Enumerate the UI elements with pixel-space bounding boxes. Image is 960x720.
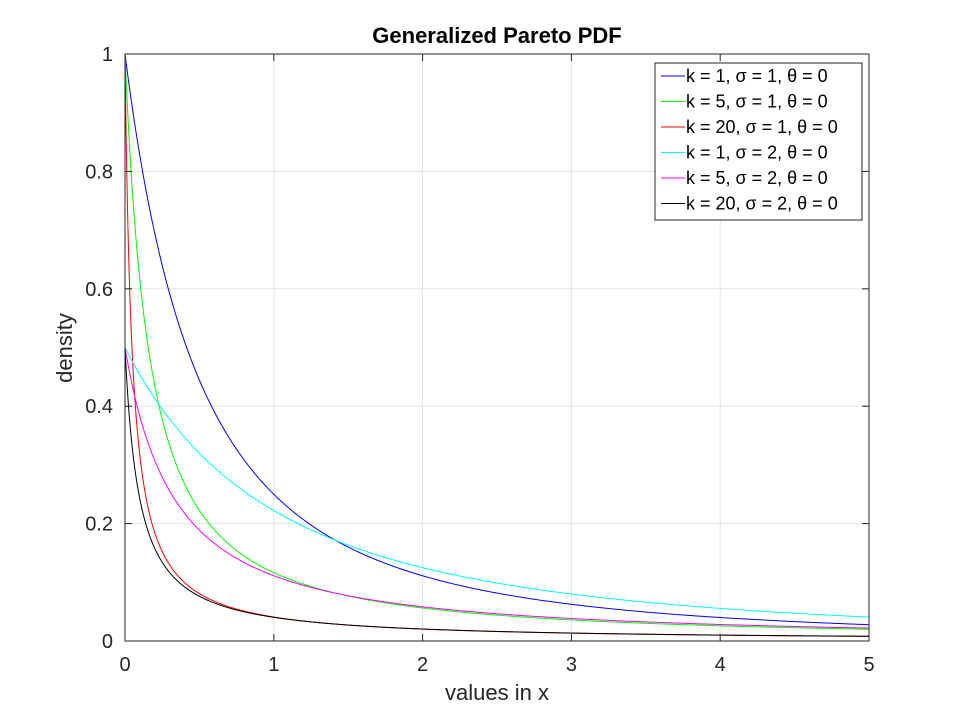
series-line-1	[125, 54, 869, 626]
legend-label: k = 5, σ = 1, θ = 0	[686, 92, 828, 112]
legend-label: k = 1, σ = 1, θ = 0	[686, 66, 828, 86]
ticks: 0 1 2 3 4 5 0 0.2 0.4 0.6 0.8 1	[85, 44, 874, 676]
x-axis-title: values in x	[445, 680, 549, 705]
x-tick-label: 3	[566, 654, 577, 676]
x-tick-label: 1	[268, 654, 279, 676]
y-tick-label: 0.2	[85, 514, 113, 536]
chart-title: Generalized Pareto PDF	[372, 23, 621, 48]
plot-area-frame	[124, 53, 870, 642]
legend: k = 1, σ = 1, θ = 0 k = 5, σ = 1, θ = 0 k …	[654, 62, 863, 221]
legend-box	[654, 62, 863, 221]
y-tick-label: 1	[102, 44, 113, 66]
series-line-5	[125, 347, 869, 629]
x-tick-label: 4	[715, 654, 726, 676]
x-tick-label: 2	[417, 654, 428, 676]
legend-label: k = 20, σ = 2, θ = 0	[686, 194, 838, 214]
series-line-2	[125, 54, 869, 630]
series-line-4	[125, 347, 869, 618]
y-axis-title: density	[52, 313, 77, 383]
series-group	[125, 54, 869, 637]
legend-label: k = 20, σ = 1, θ = 0	[686, 117, 838, 137]
y-tick-label: 0.6	[85, 279, 113, 301]
x-tick-label: 0	[119, 654, 130, 676]
legend-label: k = 1, σ = 2, θ = 0	[686, 143, 828, 163]
y-tick-label: 0.8	[85, 161, 113, 183]
legend-label: k = 5, σ = 2, θ = 0	[686, 168, 828, 188]
x-tick-label: 5	[863, 654, 874, 676]
y-tick-label: 0	[102, 631, 113, 653]
y-tick-label: 0.4	[85, 396, 113, 418]
series-line-6	[125, 347, 869, 637]
